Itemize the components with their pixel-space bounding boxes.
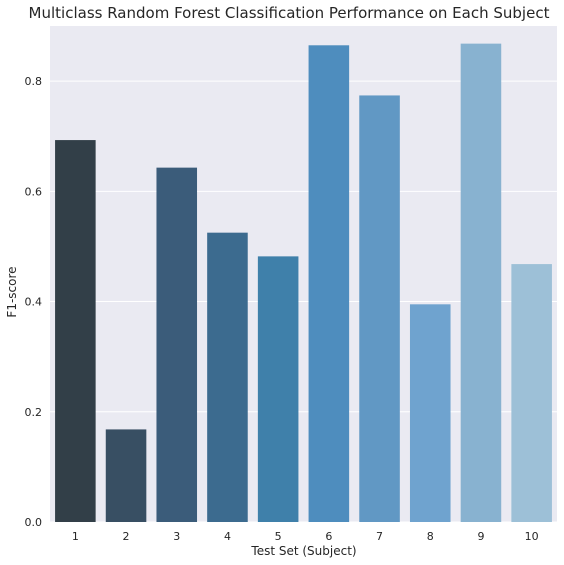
y-axis-label: F1-score — [5, 266, 19, 317]
x-tick-label: 10 — [525, 530, 539, 543]
bar-subject-8 — [409, 304, 451, 522]
bar-subject-5 — [257, 256, 299, 522]
bar-subject-1 — [55, 140, 96, 522]
bars — [55, 43, 552, 523]
y-tick-label: 0.2 — [25, 406, 43, 419]
bar-subject-6 — [308, 45, 350, 523]
chart-title: Multiclass Random Forest Classification … — [29, 4, 550, 22]
x-tick-label: 5 — [275, 530, 282, 543]
bar-subject-7 — [359, 95, 400, 522]
y-tick-label: 0.8 — [25, 75, 43, 88]
bar-subject-3 — [156, 167, 198, 522]
x-tick-label: 7 — [376, 530, 383, 543]
x-tick-label: 1 — [72, 530, 79, 543]
x-tick-label: 4 — [224, 530, 231, 543]
x-axis-ticks: 1 2 3 4 5 6 7 8 9 10 — [72, 530, 539, 543]
bar-subject-4 — [207, 232, 248, 522]
x-tick-label: 8 — [427, 530, 434, 543]
y-axis-ticks: 0.0 0.2 0.4 0.6 0.8 — [25, 75, 43, 529]
y-tick-label: 0.4 — [25, 296, 43, 309]
y-tick-label: 0.0 — [25, 516, 43, 529]
y-tick-label: 0.6 — [25, 185, 43, 198]
x-axis-label: Test Set (Subject) — [250, 544, 356, 558]
x-tick-label: 9 — [477, 530, 484, 543]
bar-subject-10 — [511, 264, 552, 522]
bar-subject-9 — [460, 43, 502, 522]
x-tick-label: 2 — [123, 530, 130, 543]
bar-subject-2 — [105, 429, 147, 522]
x-tick-label: 3 — [173, 530, 180, 543]
x-tick-label: 6 — [325, 530, 332, 543]
